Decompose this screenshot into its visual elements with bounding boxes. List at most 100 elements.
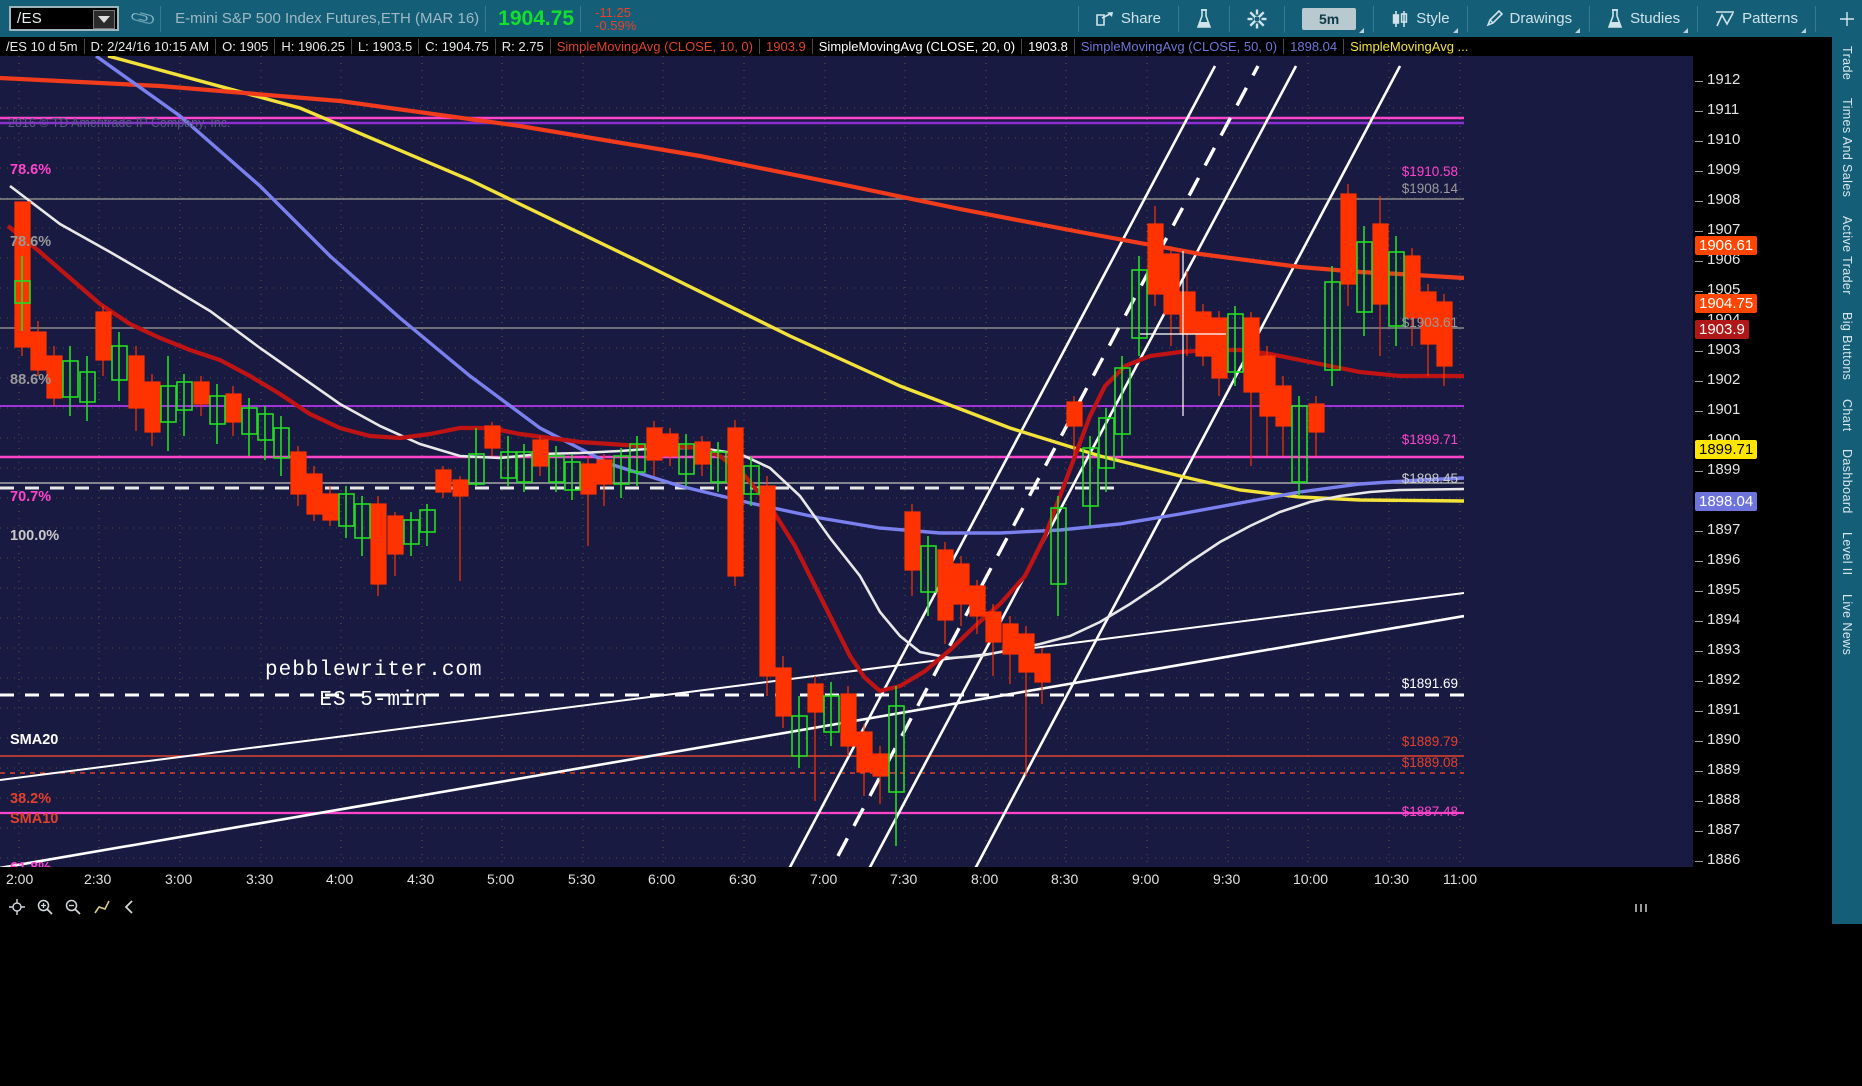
- patterns-button[interactable]: Patterns: [1704, 0, 1809, 37]
- drawing-icon[interactable]: [93, 899, 111, 919]
- time-tick-16: 10:00: [1293, 871, 1329, 887]
- share-button[interactable]: Share: [1085, 0, 1172, 37]
- info-open: O: 1905: [222, 39, 269, 54]
- sidebar-item-dashboard[interactable]: Dashboard: [1840, 449, 1854, 515]
- price-tick-1903: 1903: [1707, 341, 1741, 358]
- price-tick-1908: 1908: [1707, 191, 1741, 208]
- timeframe-label: 5m: [1301, 7, 1357, 30]
- price-axis[interactable]: 1912 1911 1910 1909 1908 1907 1906 1905 …: [1693, 56, 1832, 868]
- plot-svg: [0, 56, 1464, 867]
- back-arrow-icon[interactable]: [123, 900, 135, 918]
- divider: [1466, 5, 1468, 32]
- time-axis[interactable]: 2:00 2:30 3:00 3:30 4:00 4:30 5:00 5:30 …: [0, 867, 1832, 894]
- plot-area[interactable]: 78.6% 78.6% 88.6% 70.7% 100.0% SMA20 38.…: [0, 56, 1464, 867]
- divider: [1228, 5, 1230, 32]
- dropdown-corner-icon: [1575, 28, 1581, 33]
- pencil-icon: [1486, 9, 1503, 26]
- paperclip-icon[interactable]: 📎: [129, 4, 158, 32]
- share-label: Share: [1120, 10, 1161, 27]
- gear-icon: [1247, 9, 1267, 28]
- time-tick-7: 5:30: [568, 871, 596, 887]
- price-tick-1891: 1891: [1707, 701, 1741, 718]
- sidebar-item-live-news[interactable]: Live News: [1840, 593, 1854, 655]
- fib-label-786: 78.6%: [10, 234, 52, 250]
- time-tick-8: 6:00: [648, 871, 676, 887]
- divider: [1815, 5, 1816, 32]
- drawings-label: Drawings: [1509, 10, 1573, 27]
- price-tick-1889: 1889: [1707, 761, 1741, 778]
- sidebar-item-times-and-sales[interactable]: Times And Sales: [1840, 98, 1854, 198]
- info-range: R: 2.75: [501, 39, 544, 54]
- drawings-button[interactable]: Drawings: [1474, 0, 1584, 37]
- chart-bottom-toolbar: [0, 894, 1832, 924]
- patterns-label: Patterns: [1742, 10, 1798, 27]
- price-badge-1899-71: 1899.71: [1695, 440, 1758, 459]
- study-sma50-value: 1898.04: [1290, 39, 1338, 54]
- time-tick-3: 3:30: [246, 871, 274, 887]
- resize-grip-icon-svg: [1635, 904, 1647, 912]
- settings-button[interactable]: [1236, 0, 1278, 37]
- symbol-description: E-mini S&P 500 Index Futures,ETH (MAR 16…: [175, 10, 480, 27]
- time-tick-1: 2:30: [84, 871, 112, 887]
- chart-info-bar: /ES 10 d 5m D: 2/24/16 10:15 AM O: 1905 …: [0, 37, 1832, 56]
- level-label-1891-69: $1891.69: [1401, 676, 1458, 691]
- divider: [549, 39, 551, 54]
- price-tick-1887: 1887: [1707, 821, 1741, 838]
- time-tick-18: 11:00: [1443, 871, 1477, 887]
- symbol-input[interactable]: /ES: [9, 6, 119, 31]
- top-toolbar: /ES 📎 E-mini S&P 500 Index Futures,ETH (…: [0, 0, 1862, 37]
- info-date: D: 2/24/16 10:15 AM: [90, 39, 210, 54]
- price-tick-1902: 1902: [1707, 371, 1741, 388]
- style-button[interactable]: Style: [1380, 0, 1460, 37]
- sidebar-item-chart[interactable]: Chart: [1840, 398, 1854, 432]
- divider: [418, 39, 420, 54]
- time-tick-12: 8:00: [971, 871, 999, 887]
- sidebar-item-trade[interactable]: Trade: [1840, 46, 1854, 81]
- price-tick-1912: 1912: [1707, 71, 1741, 88]
- back-arrow-icon-svg: [124, 900, 133, 914]
- level-label-1908-14: $1908.14: [1401, 181, 1458, 196]
- price-tick-1893: 1893: [1707, 641, 1741, 658]
- price-badge-1904-75: 1904.75: [1695, 294, 1758, 313]
- divider: [580, 5, 582, 32]
- sidebar-item-big-buttons[interactable]: Big Buttons: [1840, 312, 1854, 381]
- price-tick-1896: 1896: [1707, 551, 1741, 568]
- zoom-out-icon[interactable]: [65, 899, 81, 919]
- change-percent: -0.59%: [595, 17, 637, 33]
- chevron-down-icon[interactable]: [93, 10, 115, 29]
- study-sma200-label[interactable]: SimpleMovingAvg ...: [1350, 39, 1469, 54]
- fib-label-1000: 100.0%: [10, 528, 60, 544]
- time-tick-17: 10:30: [1374, 871, 1410, 887]
- divider: [1697, 5, 1699, 32]
- level-label-1903-61: $1903.61: [1401, 315, 1458, 330]
- studies-flask-button[interactable]: [1185, 0, 1223, 37]
- crosshair-icon[interactable]: [9, 899, 25, 919]
- study-sma50-label[interactable]: SimpleMovingAvg (CLOSE, 50, 0): [1080, 39, 1278, 54]
- last-price: 1904.75: [498, 6, 575, 30]
- price-chart[interactable]: 78.6% 78.6% 88.6% 70.7% 100.0% SMA20 38.…: [0, 56, 1693, 867]
- info-high: H: 1906.25: [281, 39, 345, 54]
- study-sma10-label[interactable]: SimpleMovingAvg (CLOSE, 10, 0): [556, 39, 753, 54]
- price-tick-1895: 1895: [1707, 581, 1741, 598]
- divider: [83, 39, 85, 54]
- candle-icon: [1392, 10, 1408, 27]
- divider: [1283, 39, 1285, 54]
- studies-button[interactable]: Studies: [1596, 0, 1691, 37]
- study-sma20-label[interactable]: SimpleMovingAvg (CLOSE, 20, 0): [818, 39, 1016, 54]
- divider: [1073, 39, 1075, 54]
- price-tick-1911: 1911: [1707, 101, 1740, 118]
- divider: [1021, 39, 1023, 54]
- watermark-line-1: pebblewriter.com: [265, 659, 483, 682]
- zoom-in-icon[interactable]: [37, 899, 53, 919]
- level-label-1910-58: $1910.58: [1401, 164, 1458, 179]
- price-tick-1910: 1910: [1707, 131, 1741, 148]
- price-tick-1888: 1888: [1707, 791, 1741, 808]
- crosshair-cursor-icon[interactable]: [1838, 0, 1856, 37]
- divider: [1373, 5, 1375, 32]
- time-tick-10: 7:00: [810, 871, 838, 887]
- divider: [1589, 5, 1591, 32]
- resize-grip-icon[interactable]: [1630, 899, 1652, 917]
- sidebar-item-level-ii[interactable]: Level II: [1840, 532, 1854, 576]
- sidebar-item-active-trader[interactable]: Active Trader: [1840, 215, 1854, 295]
- timeframe-button[interactable]: 5m: [1291, 0, 1367, 37]
